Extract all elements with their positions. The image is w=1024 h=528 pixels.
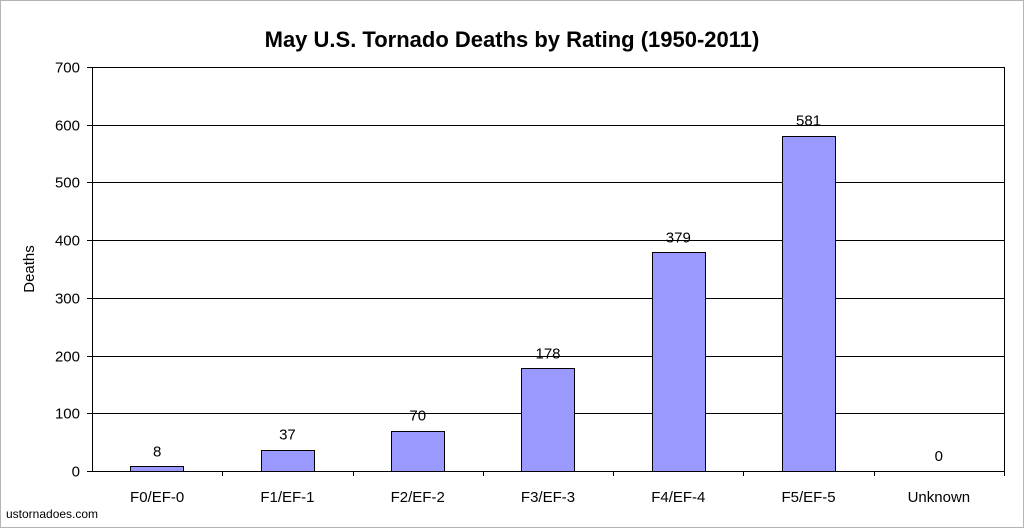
y-ticks: 0 100 200 300 400 500 600 700 [55, 60, 92, 481]
data-labels: 8 37 70 178 379 581 0 [153, 113, 943, 465]
y-tick-label: 100 [55, 406, 80, 423]
y-tick-label: 600 [55, 118, 80, 135]
chart-title: May U.S. Tornado Deaths by Rating (1950-… [265, 27, 760, 52]
bar [652, 252, 706, 472]
x-tick-label: F1/EF-1 [260, 489, 314, 506]
y-tick-label: 0 [72, 464, 80, 481]
x-tick-label: F4/EF-4 [651, 489, 705, 506]
y-tick-label: 300 [55, 291, 80, 308]
y-tick-label: 700 [55, 60, 80, 77]
bar [782, 136, 836, 472]
data-label: 0 [935, 448, 943, 465]
data-label: 70 [409, 408, 426, 425]
bar [130, 466, 184, 472]
x-tick-label: Unknown [908, 489, 971, 506]
y-axis-label: Deaths [21, 245, 38, 293]
bars [130, 136, 836, 472]
x-ticks: F0/EF-0 F1/EF-1 F2/EF-2 F3/EF-3 F4/EF-4 F5/EF… [130, 471, 1005, 506]
y-tick-label: 500 [55, 175, 80, 192]
data-label: 581 [796, 113, 821, 130]
x-tick-label: F3/EF-3 [521, 489, 575, 506]
data-label: 37 [279, 427, 296, 444]
x-tick-label: F5/EF-5 [781, 489, 835, 506]
source-credit: ustornadoes.com [6, 507, 98, 521]
x-tick-label: F0/EF-0 [130, 489, 184, 506]
bar [261, 450, 315, 472]
x-tick-label: F2/EF-2 [391, 489, 445, 506]
gridlines [92, 67, 1004, 414]
bar [521, 368, 575, 472]
bar [391, 431, 445, 472]
data-label: 379 [666, 229, 691, 246]
axes [92, 67, 1005, 472]
y-tick-label: 200 [55, 349, 80, 366]
data-label: 178 [535, 345, 560, 362]
y-tick-label: 400 [55, 233, 80, 250]
data-label: 8 [153, 443, 161, 460]
